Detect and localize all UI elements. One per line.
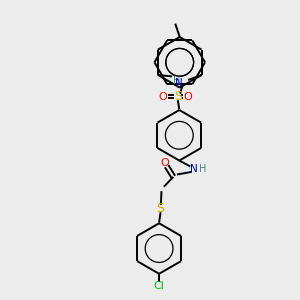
Text: N: N <box>176 78 183 88</box>
Text: Cl: Cl <box>154 281 164 291</box>
Text: N: N <box>190 164 198 175</box>
Text: S: S <box>174 90 182 103</box>
Text: O: O <box>183 92 192 102</box>
Text: H: H <box>172 76 180 86</box>
Text: O: O <box>158 92 167 102</box>
Text: H: H <box>199 164 206 174</box>
Text: S: S <box>157 202 165 215</box>
Text: O: O <box>160 158 169 168</box>
